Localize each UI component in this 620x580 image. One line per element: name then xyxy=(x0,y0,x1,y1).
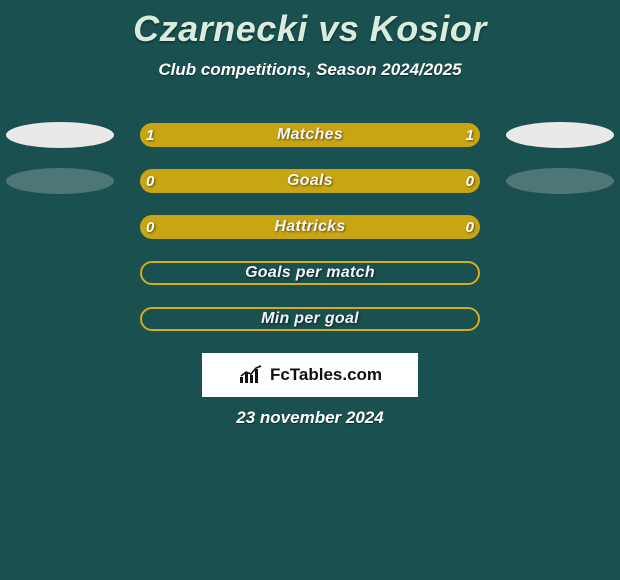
player-right-marker xyxy=(506,122,614,148)
stat-rows: 1 Matches 1 0 Goals 0 0 Hattricks 0 Goals per mat… xyxy=(0,112,620,342)
brand-badge: FcTables.com xyxy=(202,353,418,397)
stat-row: 1 Matches 1 xyxy=(0,112,620,158)
stat-value-left: 0 xyxy=(146,169,174,193)
player-left-marker xyxy=(6,122,114,148)
comparison-card: Czarnecki vs Kosior Club competitions, S… xyxy=(0,0,620,580)
stat-row: Goals per match xyxy=(0,250,620,296)
stat-pill: 0 Hattricks 0 xyxy=(140,215,480,239)
date-text: 23 november 2024 xyxy=(0,408,620,428)
stat-pill: Min per goal xyxy=(140,307,480,331)
stat-label: Hattricks xyxy=(274,218,345,236)
stat-label: Goals per match xyxy=(245,264,375,282)
stat-pill: 0 Goals 0 xyxy=(140,169,480,193)
player-right-marker xyxy=(506,168,614,194)
stat-row: 0 Hattricks 0 xyxy=(0,204,620,250)
chart-icon xyxy=(238,365,264,385)
stat-row: 0 Goals 0 xyxy=(0,158,620,204)
stat-value-left: 0 xyxy=(146,215,174,239)
stat-value-right: 0 xyxy=(446,215,474,239)
player-left-marker xyxy=(6,168,114,194)
stat-pill: Goals per match xyxy=(140,261,480,285)
stat-pill: 1 Matches 1 xyxy=(140,123,480,147)
stat-label: Min per goal xyxy=(261,310,359,328)
stat-value-right: 0 xyxy=(446,169,474,193)
stat-value-right: 1 xyxy=(446,123,474,147)
brand-text: FcTables.com xyxy=(270,365,382,385)
stat-label: Goals xyxy=(287,172,333,190)
stat-value-left: 1 xyxy=(146,123,174,147)
stat-label: Matches xyxy=(277,126,343,144)
subtitle: Club competitions, Season 2024/2025 xyxy=(0,60,620,80)
stat-row: Min per goal xyxy=(0,296,620,342)
page-title: Czarnecki vs Kosior xyxy=(0,0,620,50)
